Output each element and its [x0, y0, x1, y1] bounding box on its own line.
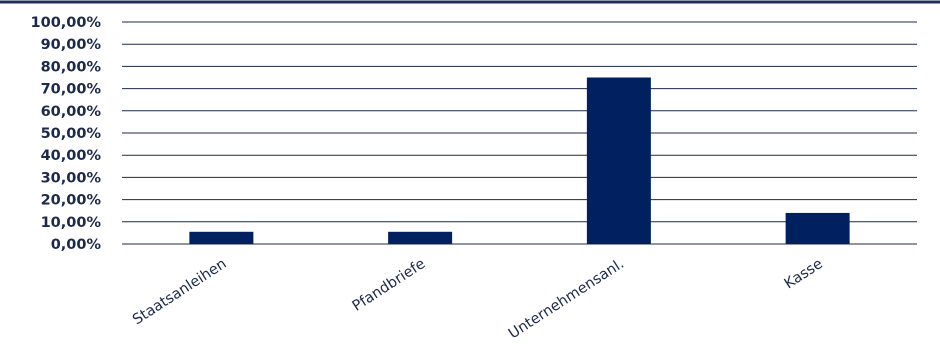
y-tick-label: 40,00%: [41, 148, 102, 164]
bar-pfandbriefe: [388, 231, 453, 244]
x-category-label: Unternehmensanl.: [506, 256, 627, 342]
y-tick-label: 10,00%: [41, 215, 102, 231]
y-tick-label: 80,00%: [41, 59, 102, 75]
x-category-label: Pfandbriefe: [350, 256, 429, 315]
bar-kasse: [785, 212, 850, 244]
x-category-label: Kasse: [782, 256, 826, 292]
bars: [189, 77, 850, 244]
y-tick-label: 70,00%: [41, 82, 102, 98]
y-tick-label: 100,00%: [31, 15, 102, 31]
bar-staatsanleihen: [189, 231, 254, 244]
y-tick-label: 60,00%: [41, 104, 102, 120]
y-tick-label: 90,00%: [41, 37, 102, 53]
y-tick-label: 0,00%: [51, 237, 102, 253]
y-tick-label: 50,00%: [41, 126, 102, 142]
y-axis-tick-labels: 0,00% 10,00% 20,00% 30,00% 40,00% 50,00% 60,00…: [31, 15, 102, 253]
y-tick-label: 20,00%: [41, 193, 102, 209]
x-category-label: Staatsanleihen: [130, 256, 230, 328]
gridlines: [122, 21, 917, 245]
bar-unternehmensanl: [586, 77, 651, 244]
y-tick-label: 30,00%: [41, 170, 102, 186]
x-axis-category-labels: Staatsanleihen Pfandbriefe Unternehmensanl…: [130, 256, 826, 342]
